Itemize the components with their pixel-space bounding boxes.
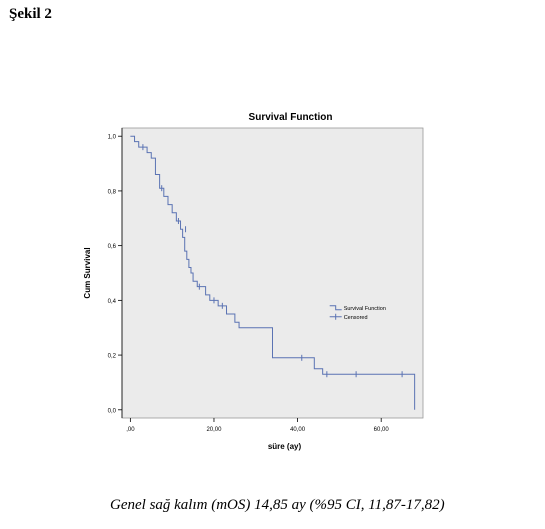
y-axis-ticks: 0,0 0,2 0,4 0,6 0,8 1,0 bbox=[108, 135, 122, 414]
x-tick-label: 40,00 bbox=[290, 427, 306, 433]
figure-caption: Genel sağ kalım (mOS) 14,85 ay (%95 CI, … bbox=[110, 497, 445, 513]
legend-label-censored: Censored bbox=[344, 315, 368, 321]
legend-swatch-censored bbox=[329, 313, 342, 320]
x-axis-ticks: ,00 20,00 40,00 60,00 bbox=[126, 418, 389, 433]
legend-label-survival: Survival Function bbox=[344, 306, 386, 312]
y-tick-label: 0,0 bbox=[108, 408, 117, 414]
series-layer bbox=[130, 135, 416, 410]
x-axis-label: süre (ay) bbox=[268, 442, 302, 451]
x-tick-label: 20,00 bbox=[206, 427, 222, 433]
x-tick-label: ,00 bbox=[126, 427, 135, 433]
figure-label: Şekil 2 bbox=[9, 6, 52, 22]
y-tick-label: 1,0 bbox=[108, 135, 117, 141]
y-tick-label: 0,4 bbox=[108, 299, 117, 305]
y-axis-label: Cum Survival bbox=[83, 247, 92, 298]
x-tick-label: 60,00 bbox=[374, 427, 390, 433]
legend-swatch-survival bbox=[329, 305, 342, 311]
plot-area bbox=[121, 127, 424, 419]
y-tick-label: 0,6 bbox=[108, 244, 117, 250]
survival-chart: Survival Function ,00 20,00 40,00 60,00 0,0… bbox=[78, 100, 428, 470]
chart-title: Survival Function bbox=[249, 112, 333, 123]
survival-function-line bbox=[130, 135, 416, 410]
chart-svg: Survival Function ,00 20,00 40,00 60,00 0,0… bbox=[78, 100, 428, 470]
y-tick-label: 0,2 bbox=[108, 354, 117, 360]
chart-legend: Survival Function Censored bbox=[329, 305, 386, 321]
y-tick-label: 0,8 bbox=[108, 189, 117, 195]
